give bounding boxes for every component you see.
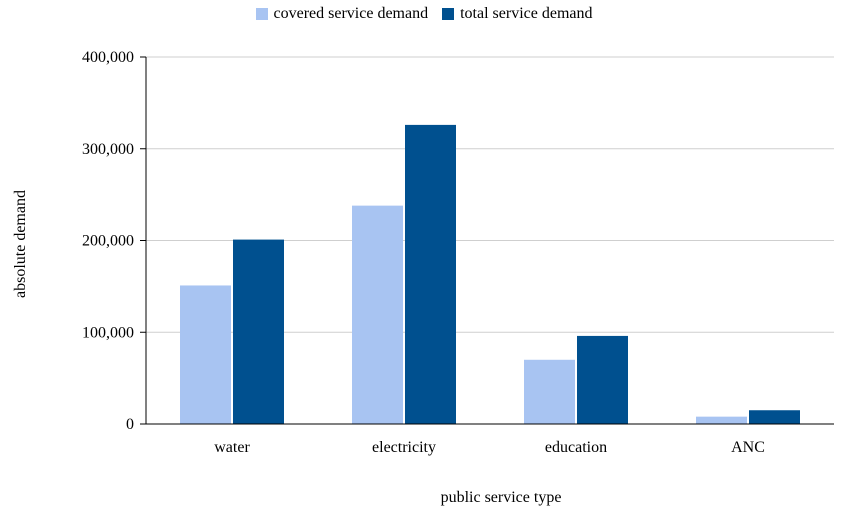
y-tick-label: 300,000 — [82, 141, 134, 158]
y-tick-label: 200,000 — [82, 233, 134, 250]
x-tick-label: ANC — [731, 439, 765, 456]
bars — [180, 124, 800, 425]
legend-label-total: total service demand — [460, 5, 593, 22]
bar-covered-electricity — [352, 205, 403, 424]
y-tick-label: 0 — [126, 416, 134, 433]
y-tick-label: 100,000 — [82, 324, 134, 341]
legend-item-covered: covered service demand — [255, 5, 429, 23]
axes: 0 100,000 200,000 300,000 400,000 water electr… — [82, 49, 834, 456]
legend-item-total: total service demand — [442, 5, 592, 23]
legend: covered service demand total service dem… — [0, 5, 848, 23]
bar-total-anc — [749, 410, 800, 424]
x-tick-label: education — [545, 439, 607, 456]
x-axis-title: public service type — [441, 489, 562, 506]
x-tick-label: water — [214, 439, 250, 456]
bar-covered-water — [180, 285, 231, 424]
x-tick-label: electricity — [372, 439, 436, 456]
legend-swatch-covered — [255, 8, 268, 20]
bar-total-electricity — [405, 124, 456, 425]
bar-total-education — [577, 335, 628, 424]
y-tick-label: 400,000 — [82, 49, 134, 66]
y-axis-title: absolute demand — [12, 190, 29, 298]
bar-covered-education — [524, 359, 575, 424]
bar-total-water — [233, 239, 284, 424]
bar-covered-anc — [696, 416, 747, 424]
legend-swatch-total — [442, 8, 455, 20]
legend-label-covered: covered service demand — [273, 5, 429, 22]
